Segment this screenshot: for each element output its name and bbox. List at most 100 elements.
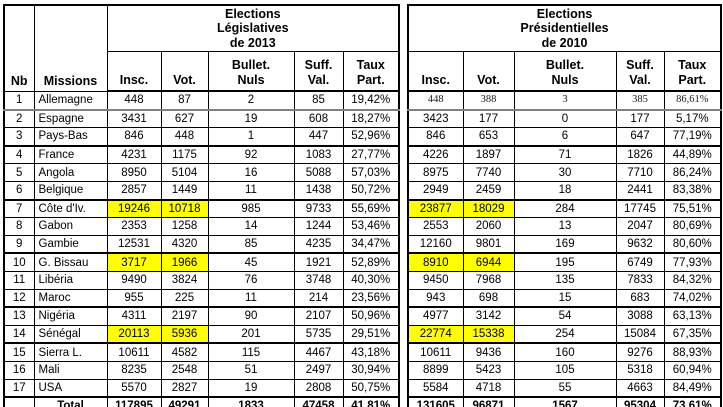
cell-suffrages-valides: 2497 (293, 360, 344, 380)
mission-row: 17 USA 5570 2827 19 2808 50,75% (3, 378, 400, 398)
mission-row: 2949 2459 18 2441 83,38% (407, 180, 722, 201)
cell-insc: 955 (106, 288, 162, 309)
cell-bulletins-nuls: 30 (513, 163, 617, 182)
cell-bulletins-nuls: 1 (207, 127, 295, 147)
cell-insc: 3717 (106, 252, 162, 272)
cell-nb: 7 (3, 199, 35, 219)
cell-suffrages-valides: 5735 (293, 324, 344, 345)
cell-bulletins-nuls: 985 (207, 199, 295, 219)
cell-suffrages-valides: 2107 (293, 306, 344, 326)
cell-vot: 3824 (160, 270, 209, 290)
cell-suffrages-valides: 1438 (293, 180, 344, 201)
cell-vot: 177 (462, 109, 515, 129)
cell-nb: 9 (3, 234, 35, 255)
title-row: Elections Présidentielles de 2010 (407, 4, 722, 52)
cell-taux-participation: 74,02% (663, 288, 722, 309)
cell-vot: 6944 (462, 252, 515, 272)
cell-vot: 2060 (462, 217, 515, 236)
col-header-nb: Nb (3, 4, 35, 92)
cell-insc: 8950 (106, 163, 162, 182)
col-header-bulletins-nuls: Bullet. Nuls (207, 51, 295, 92)
left-table-body: 1 Allemagne 448 87 2 85 19,42% 2 Espagne 3431 627 1… (3, 90, 400, 407)
cell-suffrages-valides: 1921 (293, 252, 344, 272)
cell-suffrages-valides: 385 (615, 90, 665, 111)
cell-bulletins-nuls: 0 (513, 109, 617, 129)
cell-total-vot: 49291 (160, 396, 209, 407)
cell-insc: 19246 (106, 199, 162, 219)
mission-row: 4977 3142 54 3088 63,13% (407, 306, 722, 326)
cell-suffrages-valides: 447 (293, 127, 344, 147)
mission-row: 23877 18029 284 17745 75,51% (407, 199, 722, 219)
cell-insc: 4231 (106, 145, 162, 165)
cell-taux-participation: 50,96% (342, 306, 400, 326)
mission-row: 5 Angola 8950 5104 16 5088 57,03% (3, 163, 400, 182)
cell-insc: 2353 (106, 217, 162, 236)
cell-suffrages-valides: 9276 (615, 342, 665, 362)
col-header-missions: Missions (33, 4, 108, 92)
cell-mission: Gambie (33, 234, 108, 255)
cell-nb: 1 (3, 90, 35, 111)
cell-vot: 7740 (462, 163, 515, 182)
table-legislatives-2013: Nb Missions Elections Législatives de 20… (3, 4, 401, 407)
cell-nb: 2 (3, 109, 35, 129)
mission-row: 8975 7740 30 7710 86,24% (407, 163, 722, 182)
cell-mission: Angola (33, 163, 108, 182)
cell-total-suff: 95304 (615, 396, 665, 407)
cell-insc: 10611 (106, 342, 162, 362)
mission-row: 3 Pays-Bas 846 448 1 447 52,96% (3, 127, 400, 147)
cell-suffrages-valides: 1083 (293, 145, 344, 165)
mission-row: 7 Côte d'Iv. 19246 10718 985 9733 55,69% (3, 199, 400, 219)
cell-total-suff: 47458 (293, 396, 344, 407)
cell-vot: 4582 (160, 342, 209, 362)
cell-suffrages-valides: 177 (615, 109, 665, 129)
cell-bulletins-nuls: 3 (513, 90, 617, 111)
cell-bulletins-nuls: 85 (207, 234, 295, 255)
cell-suffrages-valides: 7710 (615, 163, 665, 182)
cell-nb: 16 (3, 360, 35, 380)
cell-nb: 15 (3, 342, 35, 362)
cell-vot: 87 (160, 90, 209, 111)
column-labels-row: Insc. Vot. Bullet. Nuls Suff. Val. Taux … (4, 51, 400, 92)
cell-insc: 8235 (106, 360, 162, 380)
cell-vot: 388 (462, 90, 515, 111)
cell-nb: 17 (3, 378, 35, 398)
cell-mission: G. Bissau (33, 252, 108, 272)
cell-vot: 5104 (160, 163, 209, 182)
cell-mission: France (33, 145, 108, 165)
cell-suffrages-valides: 683 (615, 288, 665, 309)
cell-taux-participation: 30,94% (342, 360, 400, 380)
cell-vot: 2459 (462, 180, 515, 201)
cell-bulletins-nuls: 51 (207, 360, 295, 380)
mission-row: 6 Belgique 2857 1449 11 1438 50,72% (3, 180, 400, 201)
cell-insc: 448 (106, 90, 162, 111)
cell-nb: 5 (3, 163, 35, 182)
cell-insc: 4977 (407, 306, 464, 326)
mission-row: 8899 5423 105 5318 60,94% (407, 360, 722, 380)
cell-insc: 8975 (407, 163, 464, 182)
cell-taux-participation: 53,46% (342, 217, 400, 236)
cell-mission: USA (33, 378, 108, 398)
cell-taux-participation: 43,18% (342, 342, 400, 362)
cell-taux-participation: 84,32% (663, 270, 722, 290)
cell-taux-participation: 52,96% (342, 127, 400, 147)
cell-nb: 13 (3, 306, 35, 326)
cell-taux-participation: 50,72% (342, 180, 400, 201)
cell-bulletins-nuls: 160 (513, 342, 617, 362)
cell-bulletins-nuls: 284 (513, 199, 617, 219)
mission-row: 15 Sierra L. 10611 4582 115 4467 43,18% (3, 342, 400, 362)
cell-vot: 18029 (462, 199, 515, 219)
cell-taux-participation: 55,69% (342, 199, 400, 219)
cell-mission: Espagne (33, 109, 108, 129)
cell-insc: 9450 (407, 270, 464, 290)
cell-vot: 1966 (160, 252, 209, 272)
cell-vot: 4718 (462, 378, 515, 398)
cell-taux-participation: 83,38% (663, 180, 722, 201)
cell-taux-participation: 34,47% (342, 234, 400, 255)
cell-total-insc: 131605 (407, 396, 464, 407)
cell-taux-participation: 23,56% (342, 288, 400, 309)
cell-suffrages-valides: 7833 (615, 270, 665, 290)
cell-mission: Sénégal (33, 324, 108, 345)
mission-row: 10 G. Bissau 3717 1966 45 1921 52,89% (3, 252, 400, 272)
cell-vot: 7968 (462, 270, 515, 290)
cell-vot: 653 (462, 127, 515, 147)
